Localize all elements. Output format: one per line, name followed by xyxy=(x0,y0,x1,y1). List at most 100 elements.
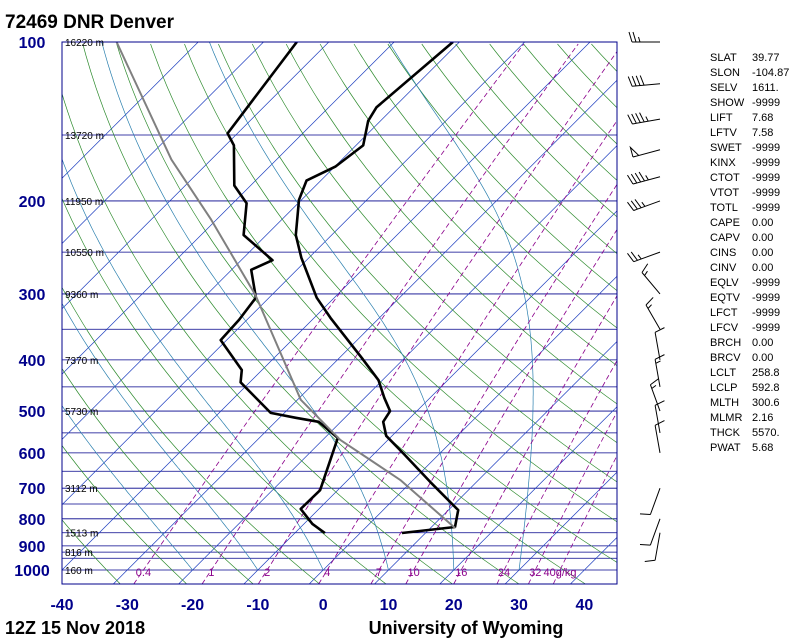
footer-left: 12Z 15 Nov 2018 xyxy=(5,618,145,638)
stat-value: 0.00 xyxy=(752,247,773,259)
stat-value: -9999 xyxy=(752,322,780,334)
stat-name: SWET xyxy=(710,142,742,154)
stat-value: 0.00 xyxy=(752,262,773,274)
dry-adiabat xyxy=(523,43,617,145)
barb-path xyxy=(641,263,661,295)
stat-value: -9999 xyxy=(752,187,780,199)
stat-value: 0.00 xyxy=(752,217,773,229)
y-tick-label: 700 xyxy=(19,481,46,498)
dry-adiabat xyxy=(251,43,617,444)
barb-path xyxy=(627,112,661,125)
stat-value: -9999 xyxy=(752,157,780,169)
wind-barb xyxy=(629,145,661,158)
stat-value: 1611. xyxy=(752,82,779,94)
dry-adiabat xyxy=(455,43,617,218)
dry-adiabat xyxy=(82,43,520,584)
barb-path xyxy=(654,420,665,453)
dry-adiabat xyxy=(116,43,586,584)
stat-value: 7.68 xyxy=(752,112,773,124)
dry-adiabat xyxy=(489,43,617,181)
wind-barb xyxy=(627,251,661,263)
height-label: 9360 m xyxy=(65,290,98,301)
barb-path xyxy=(628,31,660,43)
isotherm xyxy=(62,42,460,440)
x-tick-label: 10 xyxy=(380,597,398,614)
wind-barb xyxy=(627,171,661,185)
stat-name: LCLT xyxy=(710,367,736,379)
barb-path xyxy=(654,327,665,360)
mixing-ratio-label: 16 xyxy=(455,567,467,579)
plot-area xyxy=(62,42,617,584)
mixing-ratio-line xyxy=(552,454,617,584)
stat-value: 300.6 xyxy=(752,397,780,409)
mixing-ratio-label: 4 xyxy=(324,567,330,579)
stat-name: CTOT xyxy=(710,172,740,184)
height-label: 5730 m xyxy=(65,407,98,418)
wind-barb xyxy=(627,112,661,125)
height-label: 816 m xyxy=(65,548,93,559)
wind-barb xyxy=(654,327,665,360)
isotherm xyxy=(178,145,617,584)
wind-barb xyxy=(644,532,661,563)
barb-path xyxy=(627,199,661,211)
y-tick-label: 300 xyxy=(19,287,46,304)
x-tick-label: 20 xyxy=(445,597,463,614)
isotherm xyxy=(113,79,617,584)
mixing-ratio-line xyxy=(405,228,617,584)
wind-barb xyxy=(628,31,660,43)
stat-name: LFTV xyxy=(710,127,738,139)
sounding-line xyxy=(219,42,340,535)
barb-path xyxy=(644,532,661,563)
dry-adiabat xyxy=(387,43,617,292)
x-tick-label: -30 xyxy=(116,597,139,614)
y-tick-label: 500 xyxy=(19,404,46,421)
stat-name: LFCV xyxy=(710,322,739,334)
isotherm xyxy=(62,42,199,179)
x-tick-label: -10 xyxy=(246,597,269,614)
barb-path xyxy=(654,354,665,387)
sounding-line xyxy=(294,42,460,535)
x-tick-label: -20 xyxy=(181,597,204,614)
height-label: 11950 m xyxy=(65,197,103,208)
x-tick-label: 0 xyxy=(319,597,328,614)
dry-adiabat xyxy=(218,43,617,483)
stat-name: TOTL xyxy=(710,202,738,214)
dry-adiabat xyxy=(421,43,617,255)
stat-value: 39.77 xyxy=(752,52,780,64)
isotherm xyxy=(62,42,525,506)
dry-adiabat xyxy=(62,286,320,584)
stat-value: -9999 xyxy=(752,172,780,184)
moist-adiabat xyxy=(62,302,259,571)
moist-adiabat xyxy=(209,42,455,571)
x-tick-label: 30 xyxy=(510,597,528,614)
moist-adiabat xyxy=(62,157,324,571)
barb-path xyxy=(629,145,661,158)
stat-name: EQLV xyxy=(710,277,739,289)
isotherm xyxy=(62,42,264,244)
footer-right: University of Wyoming xyxy=(369,618,564,638)
height-label: 160 m xyxy=(65,566,93,577)
stat-value: 5.68 xyxy=(752,442,773,454)
dry-adiabat xyxy=(62,197,387,584)
stat-name: BRCH xyxy=(710,337,741,349)
y-tick-label: 200 xyxy=(19,194,46,211)
stat-value: -9999 xyxy=(752,142,780,154)
isotherm xyxy=(62,42,330,310)
stat-name: SLON xyxy=(710,67,740,79)
stat-value: 258.8 xyxy=(752,367,780,379)
y-tick-label: 400 xyxy=(19,353,46,370)
stat-name: CAPE xyxy=(710,217,740,229)
wind-barb xyxy=(654,354,665,387)
stat-value: 0.00 xyxy=(752,352,773,364)
stat-name: CINS xyxy=(710,247,736,259)
mixing-ratio-label: 32 xyxy=(529,567,541,579)
stat-name: KINX xyxy=(710,157,736,169)
stat-value: 0.00 xyxy=(752,232,773,244)
stat-name: SELV xyxy=(710,82,738,94)
wind-barb xyxy=(649,378,661,412)
plot-frame xyxy=(61,41,618,585)
isotherm xyxy=(439,406,617,584)
y-tick-label: 100 xyxy=(19,35,46,52)
wind-barb xyxy=(641,263,661,295)
